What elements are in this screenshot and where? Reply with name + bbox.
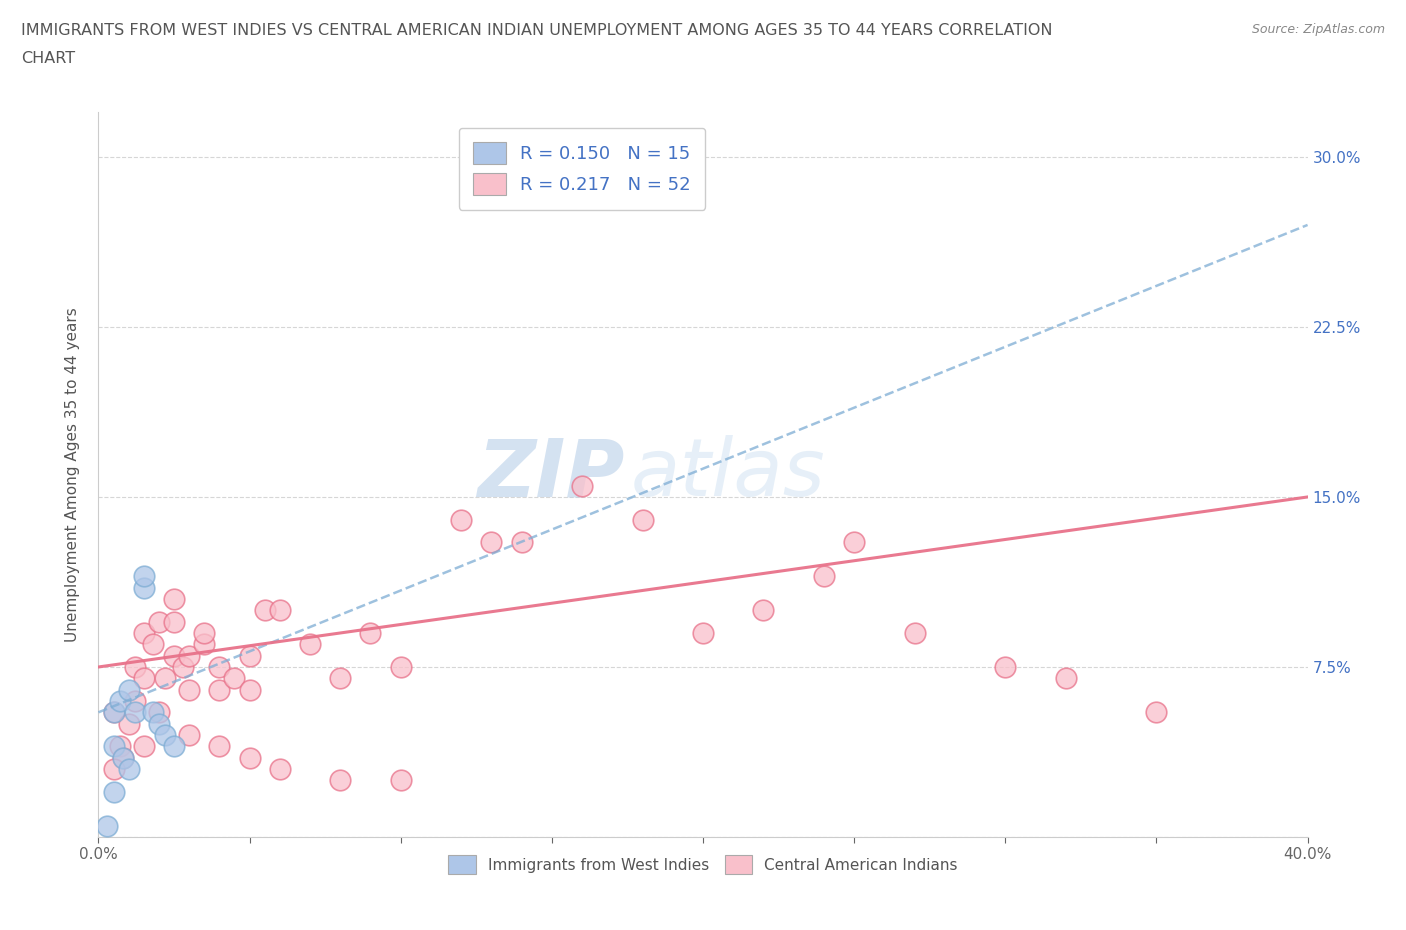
Point bbox=[360, 626, 382, 641]
Point bbox=[108, 738, 131, 753]
Point bbox=[193, 637, 215, 652]
Text: atlas: atlas bbox=[630, 435, 825, 513]
Point bbox=[163, 648, 186, 663]
Point bbox=[224, 671, 246, 685]
Point bbox=[844, 535, 866, 550]
Point bbox=[813, 569, 835, 584]
Point bbox=[118, 716, 141, 731]
Point bbox=[148, 614, 170, 629]
Point bbox=[111, 751, 134, 765]
Point bbox=[752, 603, 775, 618]
Point bbox=[132, 671, 155, 685]
Point bbox=[132, 626, 155, 641]
Y-axis label: Unemployment Among Ages 35 to 44 years: Unemployment Among Ages 35 to 44 years bbox=[65, 307, 80, 642]
Point bbox=[329, 671, 352, 685]
Point bbox=[994, 659, 1017, 674]
Point bbox=[208, 738, 231, 753]
Point bbox=[142, 637, 165, 652]
Text: Source: ZipAtlas.com: Source: ZipAtlas.com bbox=[1251, 23, 1385, 36]
Text: IMMIGRANTS FROM WEST INDIES VS CENTRAL AMERICAN INDIAN UNEMPLOYMENT AMONG AGES 3: IMMIGRANTS FROM WEST INDIES VS CENTRAL A… bbox=[21, 23, 1053, 38]
Point bbox=[1054, 671, 1077, 685]
Point bbox=[239, 648, 262, 663]
Point bbox=[172, 659, 194, 674]
Point bbox=[269, 762, 291, 777]
Point bbox=[389, 659, 412, 674]
Point bbox=[124, 694, 146, 709]
Point bbox=[142, 705, 165, 720]
Point bbox=[1144, 705, 1167, 720]
Point bbox=[132, 569, 155, 584]
Point bbox=[118, 683, 141, 698]
Point bbox=[253, 603, 276, 618]
Point bbox=[163, 614, 186, 629]
Point bbox=[239, 751, 262, 765]
Point bbox=[148, 705, 170, 720]
Point bbox=[904, 626, 927, 641]
Point bbox=[111, 751, 134, 765]
Point bbox=[239, 683, 262, 698]
Point bbox=[450, 512, 472, 527]
Point bbox=[124, 705, 146, 720]
Point bbox=[103, 762, 125, 777]
Point bbox=[118, 762, 141, 777]
Point bbox=[571, 478, 593, 493]
Text: CHART: CHART bbox=[21, 51, 75, 66]
Legend: Immigrants from West Indies, Central American Indians: Immigrants from West Indies, Central Ame… bbox=[441, 849, 965, 880]
Point bbox=[103, 705, 125, 720]
Point bbox=[299, 637, 322, 652]
Point bbox=[481, 535, 503, 550]
Point bbox=[103, 784, 125, 799]
Point bbox=[96, 818, 118, 833]
Point bbox=[179, 648, 201, 663]
Point bbox=[179, 727, 201, 742]
Point bbox=[631, 512, 654, 527]
Point bbox=[163, 738, 186, 753]
Text: ZIP: ZIP bbox=[477, 435, 624, 513]
Point bbox=[103, 738, 125, 753]
Point bbox=[108, 694, 131, 709]
Point bbox=[208, 659, 231, 674]
Point bbox=[193, 626, 215, 641]
Point bbox=[329, 773, 352, 788]
Point bbox=[132, 738, 155, 753]
Point bbox=[132, 580, 155, 595]
Point bbox=[153, 671, 176, 685]
Point bbox=[692, 626, 714, 641]
Point bbox=[153, 727, 176, 742]
Point bbox=[148, 716, 170, 731]
Point bbox=[103, 705, 125, 720]
Point bbox=[389, 773, 412, 788]
Point bbox=[163, 591, 186, 606]
Point bbox=[179, 683, 201, 698]
Point bbox=[208, 683, 231, 698]
Point bbox=[124, 659, 146, 674]
Point bbox=[269, 603, 291, 618]
Point bbox=[510, 535, 533, 550]
